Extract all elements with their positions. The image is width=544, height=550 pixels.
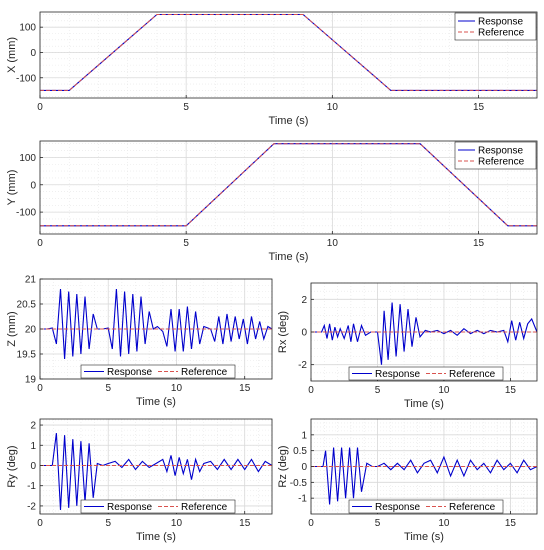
y-axis-label: Y (mm) [6, 170, 18, 206]
legend-box [454, 12, 537, 41]
y-tick-label: 100 [19, 153, 36, 164]
y-tick-label: -0.5 [290, 478, 308, 489]
x-tick-label: 5 [105, 383, 111, 394]
series-line-response [311, 302, 537, 365]
x-tick-label: 0 [37, 238, 43, 249]
y-tick-label: 0 [301, 462, 307, 473]
x-tick-label: 10 [327, 238, 339, 249]
x-tick-label: 0 [37, 383, 43, 394]
y-tick-label: 0 [30, 180, 36, 191]
chart-x: 0 5 10 15 -100 0 100 Time (s) X (mm) ResponseRefe… [6, 11, 538, 127]
x-axis-label: Time (s) [269, 115, 309, 127]
y-tick-label: -2 [27, 501, 36, 512]
y-axis-label: Rx (deg) [277, 311, 289, 353]
chart-z: 0 5 10 15 19 19.5 20 20.5 21 Time (s) Z (mm) Respon… [6, 275, 273, 408]
x-tick-label: 5 [105, 518, 111, 529]
y-tick-label: -100 [16, 208, 36, 219]
x-tick-label: 0 [37, 518, 43, 529]
x-tick-label: 10 [438, 518, 450, 529]
legend: Response Reference [348, 499, 504, 514]
legend-label-reference: Reference [478, 157, 525, 168]
legend: Response Reference [348, 366, 504, 381]
plot-area [40, 12, 537, 98]
legend-label-response: Response [107, 502, 152, 513]
axes-frame [39, 11, 538, 99]
x-tick-label: 0 [37, 102, 43, 113]
legend-label-response: Response [375, 502, 420, 513]
legend-box [454, 141, 537, 170]
x-axis-label: Time (s) [404, 398, 444, 410]
y-tick-label: 100 [19, 23, 36, 34]
legend-label-response: Response [375, 369, 420, 380]
y-tick-label: 2 [301, 295, 307, 306]
x-axis-label: Time (s) [136, 396, 176, 408]
y-tick-label: 0 [30, 461, 36, 472]
plot-area [40, 141, 537, 234]
legend-label-reference: Reference [449, 502, 496, 513]
series-line-response [311, 447, 537, 505]
y-axis-label: Ry (deg) [6, 445, 18, 487]
x-tick-label: 15 [505, 385, 517, 396]
chart-ry: 0 5 10 15 -2 -1 0 1 2 Time (s) Ry (deg) Response Ref… [6, 418, 273, 543]
y-axis-label: X (mm) [6, 37, 18, 73]
x-tick-label: 15 [239, 518, 251, 529]
x-axis-label: Time (s) [404, 531, 444, 543]
x-tick-label: 0 [308, 385, 314, 396]
y-tick-label: 0 [301, 328, 307, 339]
y-tick-label: -1 [27, 481, 36, 492]
x-tick-label: 10 [171, 383, 183, 394]
y-axis-label: Z (mm) [6, 311, 18, 346]
x-tick-label: 0 [308, 518, 314, 529]
x-tick-label: 5 [375, 385, 381, 396]
y-tick-label: 2 [30, 421, 36, 432]
y-tick-label: -100 [16, 73, 36, 84]
y-axis-label: Rz (deg) [277, 445, 289, 487]
y-tick-label: 20.5 [17, 300, 37, 311]
x-tick-label: 5 [183, 102, 189, 113]
series-line-response [40, 288, 272, 360]
x-tick-label: 15 [505, 518, 517, 529]
y-tick-label: -2 [298, 360, 307, 371]
axes-frame [39, 418, 273, 515]
x-tick-label: 15 [239, 383, 251, 394]
x-tick-label: 10 [327, 102, 339, 113]
y-tick-label: 20 [25, 325, 37, 336]
series-line-response [40, 433, 272, 511]
legend-label-response: Response [478, 17, 523, 28]
y-tick-label: 1 [30, 441, 36, 452]
legend-label-response: Response [107, 367, 152, 378]
y-tick-label: -1 [298, 494, 307, 505]
chart-y: 0 5 10 15 -100 0 100 Time (s) Y (mm) ResponseRefe… [6, 140, 538, 263]
y-tick-label: 19.5 [17, 350, 37, 361]
x-axis-label: Time (s) [136, 531, 176, 543]
legend-label-response: Response [478, 146, 523, 157]
legend-label-reference: Reference [181, 367, 228, 378]
y-tick-label: 19 [25, 375, 37, 386]
x-tick-label: 10 [438, 385, 450, 396]
x-tick-label: 10 [171, 518, 183, 529]
chart-rz: 0 5 10 15 -1 -0.5 0 0.5 1 Time (s) Rz (deg) Respons… [277, 418, 538, 543]
chart-rx: 0 5 10 15 -2 0 2 Time (s) Rx (deg) Response Refere… [277, 282, 538, 410]
x-tick-label: 15 [473, 102, 485, 113]
legend-label-reference: Reference [181, 502, 228, 513]
legend: Response Reference [80, 364, 236, 379]
legend-label-reference: Reference [478, 28, 525, 39]
y-tick-label: 0 [30, 48, 36, 59]
axes-frame [39, 140, 538, 235]
x-tick-label: 5 [375, 518, 381, 529]
x-axis-label: Time (s) [269, 251, 309, 263]
legend: Response Reference [80, 499, 236, 514]
series-line-reference [40, 14, 537, 91]
y-tick-label: 21 [25, 275, 37, 286]
x-tick-label: 5 [183, 238, 189, 249]
x-tick-label: 15 [473, 238, 485, 249]
y-tick-label: 0.5 [293, 446, 307, 457]
series-line-reference [40, 143, 537, 227]
legend-label-reference: Reference [449, 369, 496, 380]
y-tick-label: 1 [301, 430, 307, 441]
